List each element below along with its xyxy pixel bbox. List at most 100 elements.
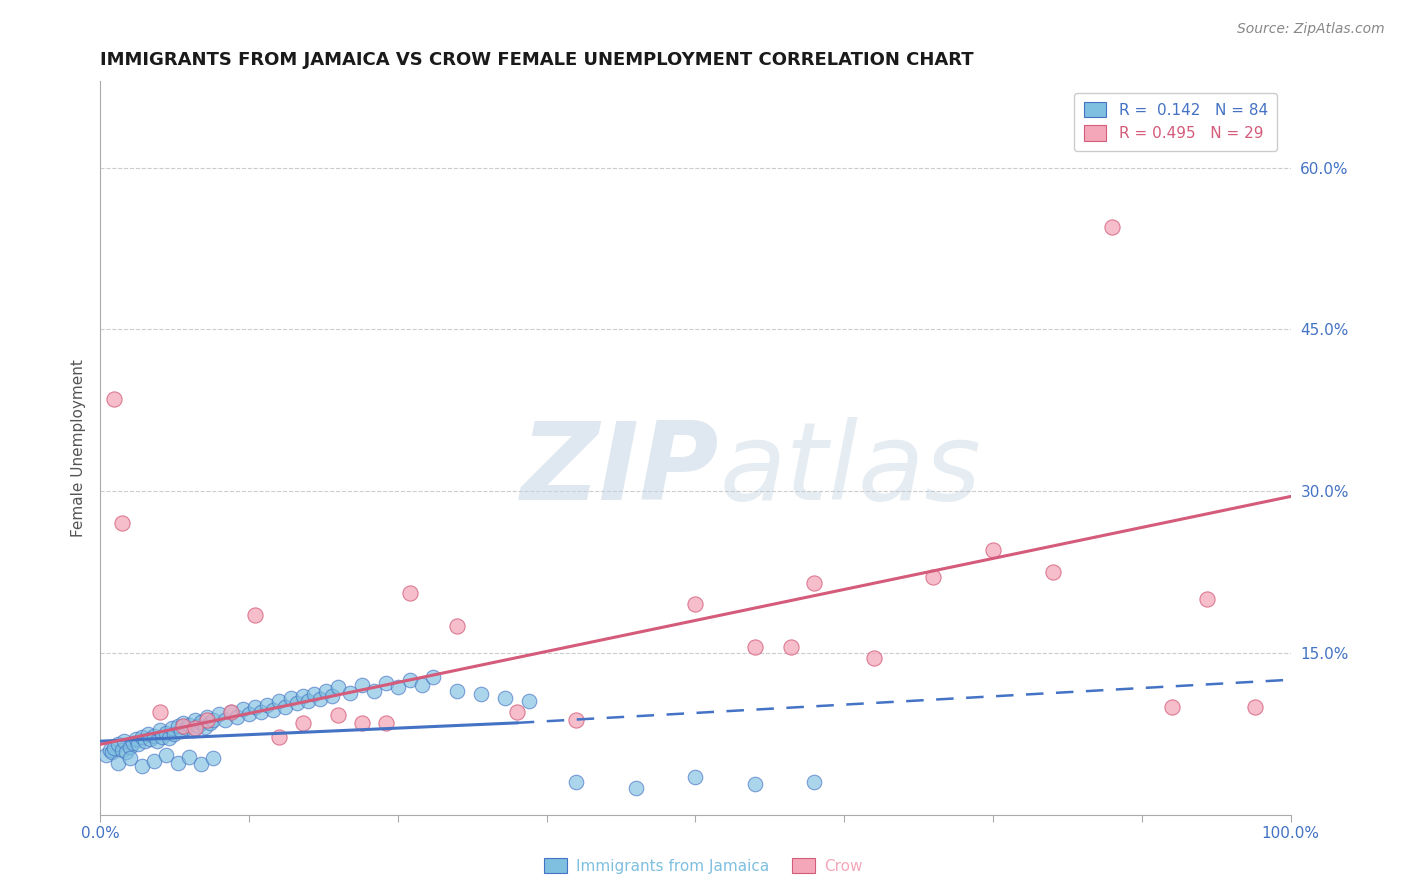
- Point: [517, 694, 540, 708]
- Point: [256, 698, 278, 712]
- Point: [411, 678, 433, 692]
- Point: [398, 673, 420, 687]
- Text: ZIP: ZIP: [520, 417, 720, 523]
- Point: [226, 710, 249, 724]
- Legend: R =  0.142   N = 84, R = 0.495   N = 29: R = 0.142 N = 84, R = 0.495 N = 29: [1074, 93, 1277, 151]
- Point: [1197, 591, 1219, 606]
- Point: [190, 714, 212, 729]
- Point: [297, 694, 319, 708]
- Point: [494, 691, 516, 706]
- Point: [685, 597, 707, 611]
- Point: [280, 691, 302, 706]
- Point: [214, 713, 236, 727]
- Point: [142, 754, 165, 768]
- Point: [163, 726, 186, 740]
- Point: [172, 719, 194, 733]
- Point: [219, 705, 242, 719]
- Point: [315, 683, 337, 698]
- Point: [94, 748, 117, 763]
- Point: [194, 720, 217, 734]
- Point: [922, 570, 945, 584]
- Point: [184, 713, 207, 727]
- Point: [744, 640, 766, 655]
- Text: IMMIGRANTS FROM JAMAICA VS CROW FEMALE UNEMPLOYMENT CORRELATION CHART: IMMIGRANTS FROM JAMAICA VS CROW FEMALE U…: [100, 51, 974, 69]
- Point: [422, 669, 444, 683]
- Point: [139, 732, 162, 747]
- Point: [149, 723, 172, 738]
- Point: [198, 715, 221, 730]
- Point: [321, 689, 343, 703]
- Point: [202, 713, 225, 727]
- Point: [863, 651, 886, 665]
- Point: [243, 608, 266, 623]
- Point: [309, 692, 332, 706]
- Point: [195, 710, 218, 724]
- Point: [685, 770, 707, 784]
- Point: [238, 707, 260, 722]
- Point: [166, 719, 188, 733]
- Point: [134, 734, 156, 748]
- Text: atlas: atlas: [720, 417, 981, 523]
- Point: [387, 681, 409, 695]
- Point: [350, 715, 373, 730]
- Point: [328, 708, 350, 723]
- Point: [179, 718, 201, 732]
- Point: [273, 699, 295, 714]
- Point: [101, 745, 124, 759]
- Point: [208, 707, 231, 722]
- Point: [1042, 565, 1064, 579]
- Point: [155, 748, 177, 763]
- Point: [267, 694, 290, 708]
- Point: [981, 543, 1004, 558]
- Point: [103, 740, 125, 755]
- Point: [136, 726, 159, 740]
- Point: [470, 687, 492, 701]
- Point: [328, 681, 350, 695]
- Point: [363, 683, 385, 698]
- Point: [339, 686, 361, 700]
- Point: [160, 721, 183, 735]
- Point: [565, 713, 588, 727]
- Point: [803, 575, 825, 590]
- Point: [174, 721, 197, 735]
- Point: [122, 736, 145, 750]
- Point: [374, 715, 396, 730]
- Point: [103, 392, 125, 407]
- Point: [1244, 699, 1267, 714]
- Point: [127, 738, 149, 752]
- Point: [181, 723, 204, 738]
- Point: [166, 756, 188, 770]
- Point: [304, 687, 326, 701]
- Point: [107, 756, 129, 770]
- Point: [107, 738, 129, 752]
- Point: [195, 713, 218, 727]
- Point: [291, 715, 314, 730]
- Point: [446, 619, 468, 633]
- Point: [744, 777, 766, 791]
- Point: [157, 731, 180, 745]
- Point: [262, 703, 284, 717]
- Point: [374, 676, 396, 690]
- Point: [267, 730, 290, 744]
- Point: [250, 705, 273, 719]
- Point: [291, 689, 314, 703]
- Point: [506, 705, 529, 719]
- Point: [446, 683, 468, 698]
- Point: [149, 705, 172, 719]
- Point: [202, 751, 225, 765]
- Point: [232, 702, 254, 716]
- Point: [243, 699, 266, 714]
- Point: [98, 743, 121, 757]
- Point: [142, 729, 165, 743]
- Point: [172, 715, 194, 730]
- Text: Source: ZipAtlas.com: Source: ZipAtlas.com: [1237, 22, 1385, 37]
- Point: [779, 640, 801, 655]
- Point: [110, 743, 132, 757]
- Point: [219, 705, 242, 719]
- Point: [350, 678, 373, 692]
- Legend: Immigrants from Jamaica, Crow: Immigrants from Jamaica, Crow: [537, 852, 869, 880]
- Point: [179, 750, 201, 764]
- Point: [112, 734, 135, 748]
- Point: [115, 745, 138, 759]
- Point: [565, 775, 588, 789]
